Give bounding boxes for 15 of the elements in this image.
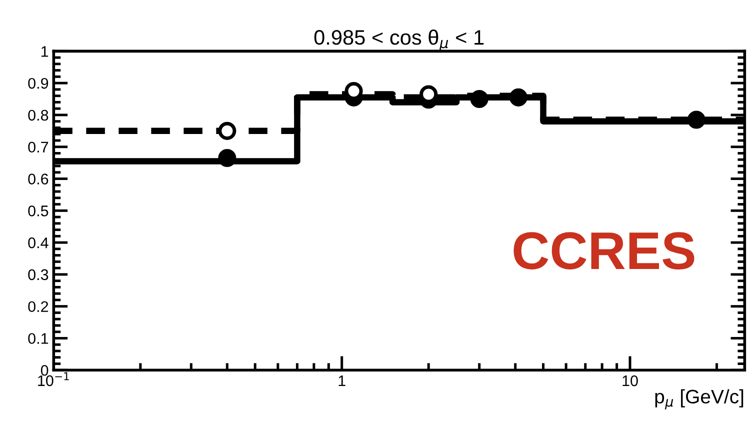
- y-tick-label: 0.6: [28, 174, 48, 184]
- y-tick-label: 0.7: [28, 142, 48, 153]
- annotation: CCRES: [514, 232, 694, 270]
- y-tick-label: 0.9: [28, 78, 48, 89]
- y-tick-label: 1: [41, 46, 48, 57]
- y-tick-label: 0.2: [28, 301, 48, 312]
- chart-title: 0.985 < cos θ$_{μ}$ < 1: [314, 30, 484, 52]
- y-tick-label: 0.5: [28, 206, 48, 216]
- y-tick-label: 0.3: [28, 269, 48, 280]
- y-tick-label: 0.1: [28, 333, 48, 344]
- x-axis-title: p$_{μ}$ [GeV/c]: [655, 389, 744, 410]
- y-tick-label: 0.4: [28, 237, 48, 248]
- x-tick-label: 10: [622, 375, 638, 386]
- y-tick-label: 0.8: [28, 110, 48, 121]
- x-tick-label: 1: [338, 376, 346, 386]
